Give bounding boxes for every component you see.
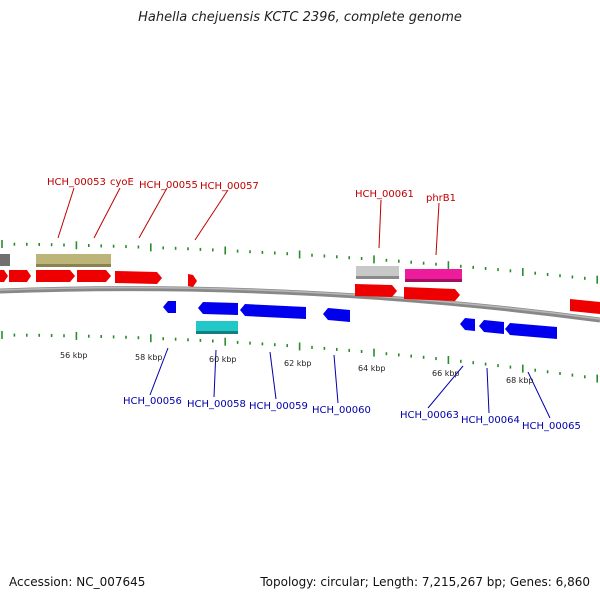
gene-reverse: [198, 302, 238, 315]
gene-label-hch00055[interactable]: HCH_00055: [139, 180, 198, 191]
feature-olive: [36, 254, 111, 266]
gene-label-hch00060[interactable]: HCH_00060: [312, 405, 371, 416]
scale-label: 58 kbp: [135, 353, 163, 362]
gene-reverse: [163, 301, 176, 313]
gene-reverse: [460, 318, 475, 331]
gene-label-hch00063[interactable]: HCH_00063: [400, 410, 459, 421]
feature-magenta: [405, 269, 462, 281]
genome-summary-text: Topology: circular; Length: 7,215,267 bp…: [260, 575, 590, 589]
map-title: Hahella chejuensis KCTC 2396, complete g…: [138, 10, 462, 25]
gene-label-hch00061[interactable]: HCH_00061: [355, 189, 414, 200]
gene-forward: [570, 299, 600, 314]
gene-label-hch00059[interactable]: HCH_00059: [249, 401, 308, 412]
scale-label: 62 kbp: [284, 359, 312, 368]
forward-tick-row: [1, 240, 599, 284]
scale-label: 66 kbp: [432, 369, 460, 378]
gene-label-hch00064[interactable]: HCH_00064: [461, 415, 520, 426]
scale-label: 64 kbp: [358, 364, 386, 373]
gene-label-hch00056[interactable]: HCH_00056: [123, 396, 182, 407]
gene-forward: [36, 270, 75, 282]
forward-gene-labels: HCH_00053 cyoE HCH_00055 HCH_00057 HCH_0…: [47, 177, 456, 204]
misc-feature-track: [0, 254, 462, 334]
gene-label-hch00065[interactable]: HCH_00065: [522, 421, 581, 432]
feature-cyan: [196, 321, 238, 333]
gene-label-hch00057[interactable]: HCH_00057: [200, 181, 259, 192]
forward-gene-track: [0, 270, 600, 314]
reverse-gene-track: [163, 301, 557, 339]
gene-forward: [0, 270, 8, 282]
gene-forward: [9, 270, 31, 282]
gene-label-hch00058[interactable]: HCH_00058: [187, 399, 246, 410]
gene-label-phrb1[interactable]: phrB1: [426, 193, 456, 204]
gene-reverse: [323, 308, 350, 322]
feature-light-gray: [356, 266, 399, 278]
gene-forward: [115, 271, 162, 284]
reverse-gene-labels: HCH_00056 HCH_00058 HCH_00059 HCH_00060 …: [123, 396, 581, 432]
gene-forward: [77, 270, 111, 282]
gene-reverse: [240, 304, 306, 319]
scale-label: 68 kbp: [506, 376, 534, 385]
forward-label-leaders: [57, 187, 440, 256]
gene-forward: [404, 287, 460, 301]
accession-text: Accession: NC_007645: [9, 575, 146, 589]
gene-label-cyoe[interactable]: cyoE: [110, 177, 134, 188]
scale-label: 60 kbp: [209, 355, 237, 364]
scale-label: 56 kbp: [60, 351, 88, 360]
reverse-label-leaders: [149, 347, 551, 419]
genome-backbone: [0, 286, 600, 323]
gene-reverse: [479, 320, 504, 334]
gene-forward: [355, 284, 397, 297]
reverse-tick-row: [1, 331, 599, 383]
gene-forward: [188, 274, 197, 287]
scale-labels: 56 kbp 58 kbp 60 kbp 62 kbp 64 kbp 66 kb…: [60, 351, 534, 385]
gene-label-hch00053[interactable]: HCH_00053: [47, 177, 106, 188]
gene-reverse: [505, 323, 557, 339]
feature-gray-left: [0, 254, 10, 266]
